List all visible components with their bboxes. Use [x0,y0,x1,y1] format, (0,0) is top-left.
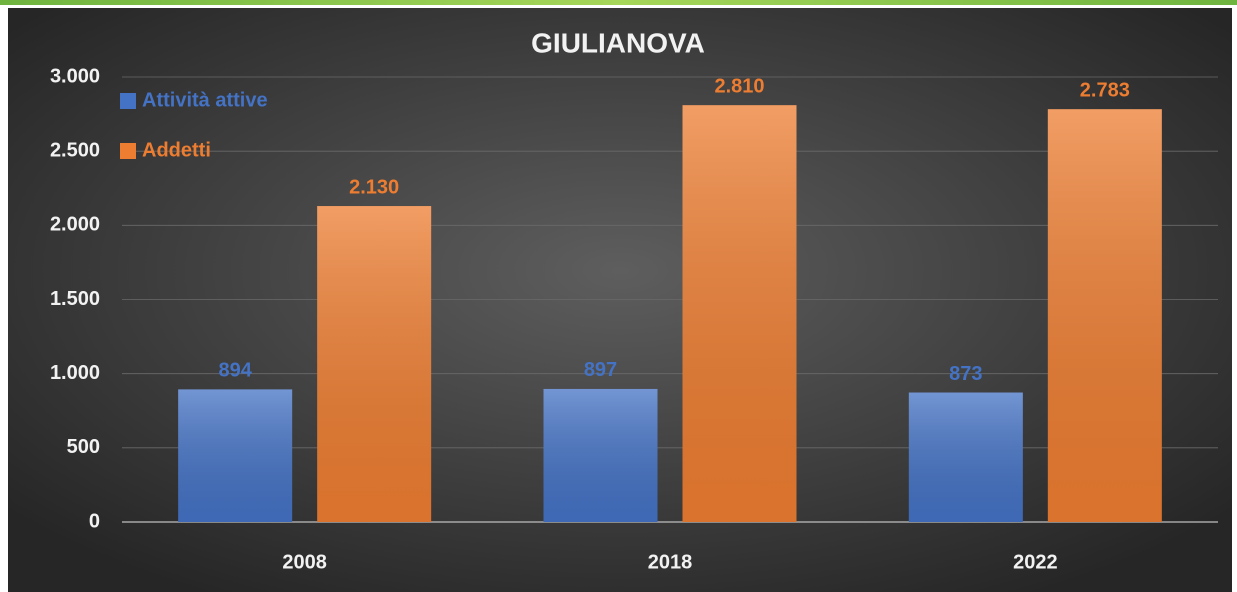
y-tick-label: 0 [89,510,100,532]
data-label: 897 [584,359,617,381]
x-tick-label: 2008 [282,551,327,573]
bar-shine [317,206,432,523]
y-tick-label: 3.000 [50,65,100,87]
bar-shine [682,105,797,522]
bar-shine [543,388,658,522]
x-tick-label: 2022 [1013,551,1058,573]
y-tick-label: 2.000 [50,214,100,236]
data-label: 2.130 [349,176,399,198]
bar-shine [178,389,293,522]
bar-shine [1047,109,1162,523]
y-tick-label: 1.500 [50,288,100,310]
legend-label: Attività attive [142,89,268,111]
chart-title: GIULIANOVA [531,27,705,58]
x-tick-label: 2018 [648,551,693,573]
y-tick-label: 2.500 [50,139,100,161]
y-tick-label: 500 [67,436,100,458]
data-label: 2.783 [1080,79,1130,101]
top-border [0,0,1237,5]
bar-shine [908,392,1023,522]
data-label: 2.810 [714,75,764,97]
data-label: 894 [218,360,252,382]
legend-swatch [120,93,136,109]
data-label: 873 [949,363,982,385]
legend-swatch [120,143,136,159]
y-tick-label: 1.000 [50,362,100,384]
legend-label: Addetti [142,139,211,161]
